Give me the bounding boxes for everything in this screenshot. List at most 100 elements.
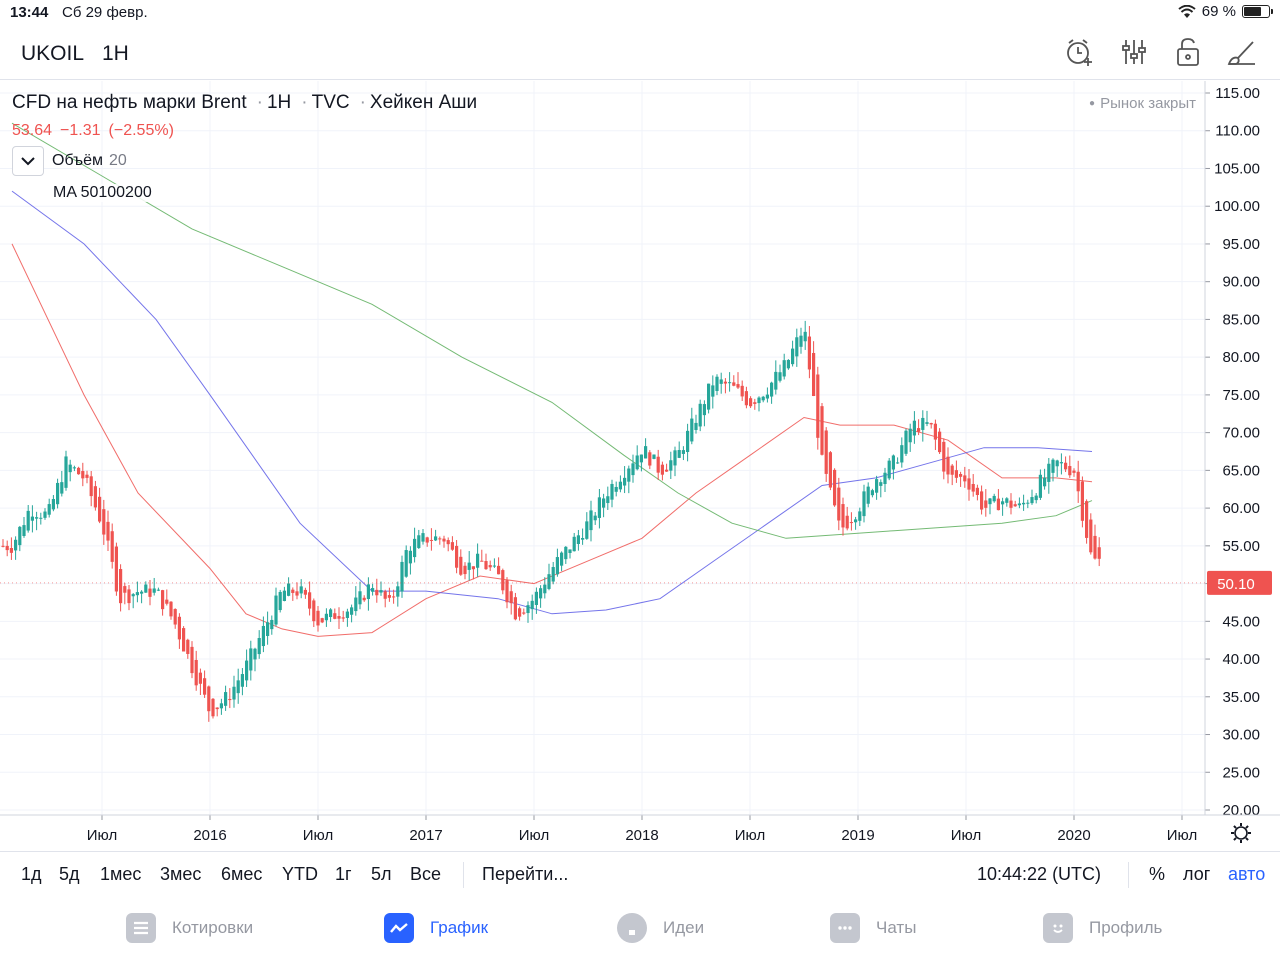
candle-body [732, 382, 736, 386]
candle-body [975, 487, 979, 496]
nav-chats[interactable]: Чаты [830, 913, 916, 943]
interval-button[interactable]: 1H [102, 42, 129, 65]
candle-body [807, 336, 811, 370]
candle-body [803, 331, 807, 342]
candle-body [144, 584, 148, 593]
candle-body [114, 546, 118, 592]
candle-body [379, 590, 383, 593]
candle-body [43, 511, 47, 518]
auto-scale-button[interactable]: авто [1228, 864, 1266, 884]
candle-body [547, 574, 551, 589]
candle-body [660, 464, 664, 475]
price-badge-label: 50.10 [1217, 576, 1255, 593]
range-1y[interactable]: 1г [335, 864, 352, 884]
legend-volume: Объём 20 [12, 146, 127, 176]
candle-body [9, 548, 13, 553]
candle-body [723, 381, 727, 384]
status-bar: 13:44 Сб 29 февр. 69 % [0, 0, 1280, 26]
legend-instrument: CFD на нефть марки Brent [12, 92, 247, 113]
drawing-brush-icon[interactable] [1226, 36, 1258, 68]
candle-body [450, 542, 454, 550]
candle-body [270, 619, 274, 630]
nav-quotes[interactable]: Котировки [126, 913, 253, 943]
candle-body [610, 483, 614, 500]
percent-scale-button[interactable]: % [1149, 864, 1166, 884]
range-5y[interactable]: 5л [371, 864, 392, 884]
candle-body [240, 674, 244, 687]
candle-body [64, 456, 68, 488]
legend-title: CFD на нефть марки Brent · 1H · TVC · Хейкен А… [12, 92, 478, 113]
range-1m[interactable]: 1мес [100, 864, 142, 884]
candle-body [967, 478, 971, 490]
candle-body [480, 560, 484, 562]
candle-body [68, 464, 72, 473]
legend-collapse-button[interactable] [12, 146, 44, 176]
ma-indicator-label[interactable]: MA 50100200 [53, 184, 156, 202]
candle-body [921, 417, 925, 430]
candle-body [341, 617, 345, 619]
volume-length: 20 [108, 152, 127, 169]
candle-body [476, 553, 480, 568]
candle-body [1009, 500, 1013, 508]
candle-body [106, 521, 110, 541]
candle-body [749, 398, 753, 407]
nav-ideas[interactable]: Идеи [617, 913, 704, 943]
candle-body [560, 552, 564, 566]
candle-body [261, 625, 265, 647]
candle-body [198, 672, 202, 684]
candle-body [996, 498, 1000, 511]
candle-body [656, 456, 660, 473]
candle-body [257, 638, 261, 655]
candle-body [576, 535, 580, 545]
candle-body [761, 396, 765, 401]
candle-body [190, 646, 194, 674]
price-chart[interactable]: 115.00 110.00 105.00 100.00 95.00 90.00 85.00 8… [0, 81, 1280, 851]
candle-body [837, 487, 841, 521]
range-separator [463, 862, 464, 888]
range-5d[interactable]: 5д [59, 864, 80, 884]
candle-body [497, 565, 501, 575]
candle-body [85, 474, 89, 478]
candle-body [77, 467, 81, 475]
candle-body [770, 382, 774, 397]
range-ytd[interactable]: YTD [282, 864, 318, 884]
candle-body [954, 470, 958, 478]
candle-body [5, 545, 9, 551]
candle-body [131, 594, 135, 597]
candle-body [686, 430, 690, 453]
goto-date-button[interactable]: Перейти... [482, 864, 569, 884]
candle-body [425, 537, 429, 543]
y-tick-label: 65.00 [1222, 462, 1260, 479]
ma-200-line [11, 122, 1093, 539]
volume-label[interactable]: Объём [52, 152, 103, 169]
candle-body [1064, 462, 1068, 470]
bottom-nav: Котировки График Идеи Чаты Профиль [0, 897, 1280, 960]
candle-body [627, 468, 631, 482]
range-3m[interactable]: 3мес [160, 864, 202, 884]
candle-body [509, 591, 513, 604]
candle-body [81, 471, 85, 479]
candle-body [303, 589, 307, 595]
alert-clock-icon[interactable] [1064, 36, 1096, 68]
candle-body [992, 495, 996, 502]
candle-body [39, 517, 43, 519]
candle-body [429, 539, 433, 541]
candle-body [669, 460, 673, 471]
symbol-button[interactable]: UKOIL [21, 42, 85, 65]
settings-gear-icon[interactable] [1231, 823, 1251, 843]
candle-body [1055, 460, 1059, 467]
utc-clock[interactable]: 10:44:22 (UTC) [977, 864, 1102, 884]
range-6m[interactable]: 6мес [221, 864, 263, 884]
log-scale-button[interactable]: лог [1183, 864, 1211, 884]
candle-body [644, 446, 648, 459]
unlock-icon[interactable] [1172, 36, 1204, 68]
nav-profile[interactable]: Профиль [1043, 913, 1162, 943]
indicators-icon[interactable] [1118, 36, 1150, 68]
candle-body [728, 382, 732, 384]
candle-body [1093, 535, 1097, 559]
nav-chart[interactable]: График [384, 913, 488, 943]
range-1d[interactable]: 1д [21, 864, 42, 884]
candle-body [253, 648, 257, 660]
nav-ideas-label: Идеи [663, 918, 705, 937]
range-all[interactable]: Все [410, 864, 442, 884]
